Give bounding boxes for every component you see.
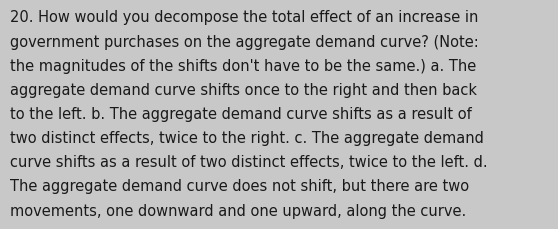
Text: government purchases on the aggregate demand curve? (Note:: government purchases on the aggregate de… [10, 34, 479, 49]
Text: to the left. b. The aggregate demand curve shifts as a result of: to the left. b. The aggregate demand cur… [10, 106, 472, 121]
Text: The aggregate demand curve does not shift, but there are two: The aggregate demand curve does not shif… [10, 179, 469, 194]
Text: two distinct effects, twice to the right. c. The aggregate demand: two distinct effects, twice to the right… [10, 131, 484, 145]
Text: the magnitudes of the shifts don't have to be the same.) a. The: the magnitudes of the shifts don't have … [10, 58, 477, 73]
Text: 20. How would you decompose the total effect of an increase in: 20. How would you decompose the total ef… [10, 10, 478, 25]
Text: curve shifts as a result of two distinct effects, twice to the left. d.: curve shifts as a result of two distinct… [10, 155, 488, 169]
Text: aggregate demand curve shifts once to the right and then back: aggregate demand curve shifts once to th… [10, 82, 477, 97]
Text: movements, one downward and one upward, along the curve.: movements, one downward and one upward, … [10, 203, 466, 218]
